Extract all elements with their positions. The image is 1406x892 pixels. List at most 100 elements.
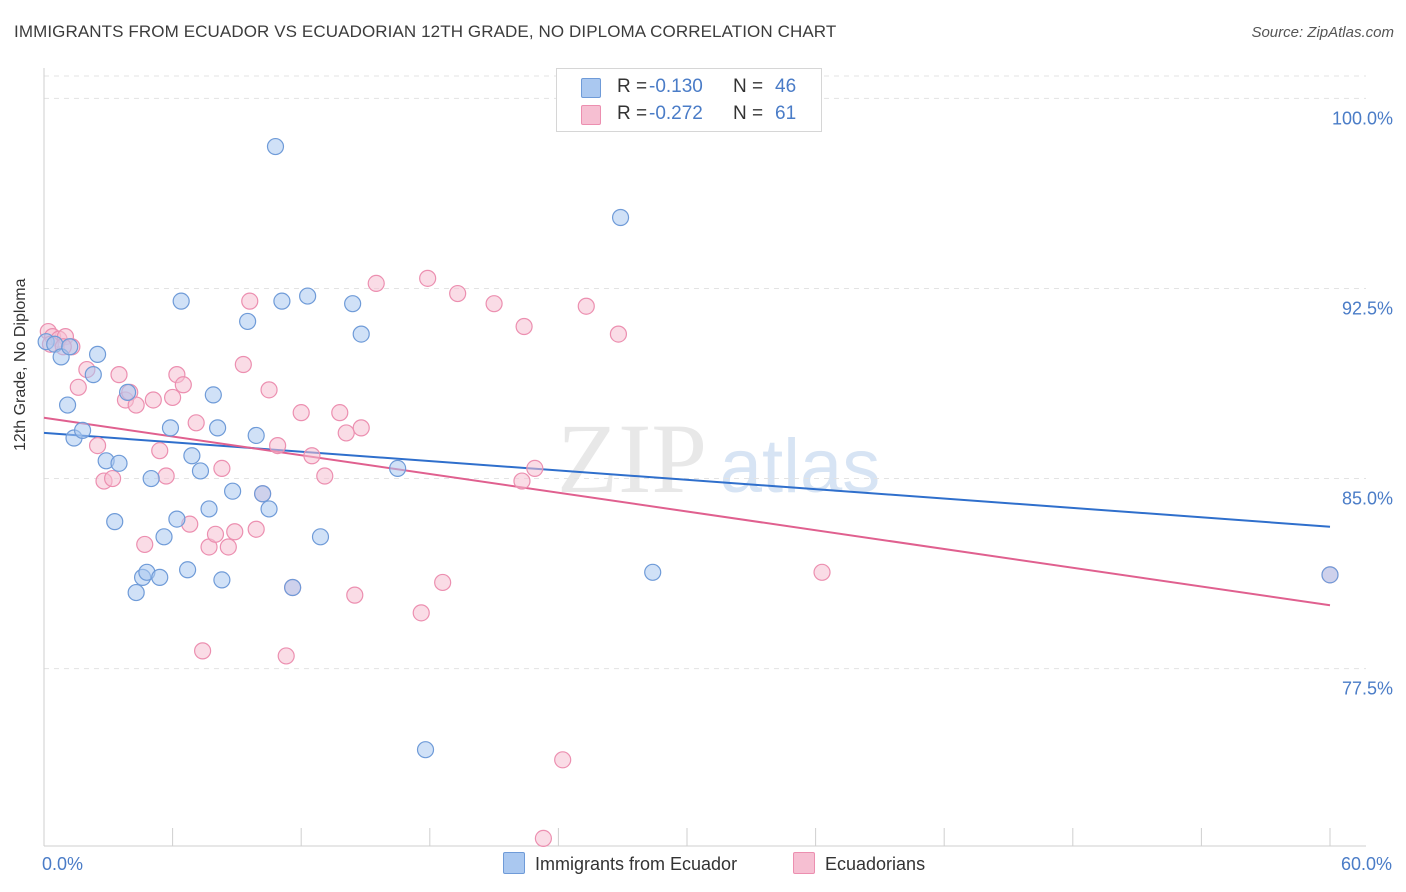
point-immigrants: [73, 421, 92, 439]
y-tick-label: 100.0%: [1332, 108, 1393, 128]
point-ecuadorians: [346, 586, 364, 604]
point-immigrants: [127, 583, 145, 602]
point-ecuadorians: [554, 751, 572, 769]
point-immigrants: [151, 568, 169, 586]
point-immigrants: [284, 578, 302, 597]
point-immigrants: [155, 528, 173, 546]
n-label: N =: [733, 103, 764, 124]
chart-title: IMMIGRANTS FROM ECUADOR VS ECUADORIAN 12…: [14, 22, 837, 41]
point-immigrants: [191, 462, 210, 480]
point-immigrants: [311, 528, 330, 546]
point-immigrants: [183, 447, 201, 465]
point-immigrants: [209, 419, 227, 437]
legend-label: Ecuadorians: [825, 854, 926, 874]
point-immigrants: [352, 325, 370, 343]
point-ecuadorians: [577, 297, 595, 315]
point-ecuadorians: [485, 295, 503, 313]
x-tick-label: 0.0%: [42, 854, 83, 874]
axes: [43, 68, 1366, 847]
tick-labels: 100.0% 92.5% 85.0% 77.5% 0.0% 60.0%: [42, 108, 1393, 874]
point-ecuadorians: [534, 829, 552, 847]
legend-label: Immigrants from Ecuador: [535, 854, 738, 874]
point-ecuadorians: [174, 376, 192, 394]
legend-swatch-pink: [793, 852, 815, 874]
point-immigrants: [299, 287, 317, 305]
data-points: [37, 137, 1339, 847]
r-label: R =: [617, 103, 648, 124]
point-ecuadorians: [303, 447, 321, 465]
point-immigrants: [58, 396, 77, 414]
point-ecuadorians: [269, 436, 287, 455]
point-immigrants: [247, 426, 265, 445]
point-immigrants: [172, 292, 190, 310]
x-tick-label: 60.0%: [1341, 854, 1392, 874]
point-immigrants: [142, 469, 160, 488]
point-ecuadorians: [194, 642, 212, 660]
point-ecuadorians: [337, 424, 355, 442]
point-ecuadorians: [419, 269, 437, 287]
point-ecuadorians: [164, 388, 182, 407]
legend-swatch-blue: [581, 78, 601, 98]
point-ecuadorians: [187, 414, 205, 432]
point-immigrants: [61, 338, 79, 356]
point-immigrants: [168, 510, 186, 528]
point-immigrants: [213, 571, 231, 589]
point-ecuadorians: [412, 604, 430, 622]
watermark-zip: ZIP: [557, 403, 707, 514]
y-tick-label: 85.0%: [1342, 489, 1393, 509]
point-immigrants: [1321, 566, 1339, 584]
point-ecuadorians: [367, 274, 385, 293]
point-immigrants: [224, 482, 242, 500]
point-ecuadorians: [609, 325, 628, 343]
point-immigrants: [266, 137, 285, 156]
point-ecuadorians: [316, 467, 334, 485]
point-immigrants: [260, 500, 278, 518]
y-tick-label: 92.5%: [1342, 298, 1393, 318]
point-immigrants: [611, 208, 630, 227]
point-immigrants: [204, 386, 222, 404]
point-ecuadorians: [515, 317, 533, 336]
point-immigrants: [644, 563, 662, 581]
y-tick-label: 77.5%: [1342, 679, 1393, 699]
point-ecuadorians: [277, 647, 295, 665]
r-label: R =: [617, 76, 648, 97]
point-ecuadorians: [226, 523, 244, 541]
source-attribution: Source: ZipAtlas.com: [1251, 24, 1394, 41]
point-ecuadorians: [526, 459, 544, 478]
point-ecuadorians: [434, 573, 452, 592]
n-value: 46: [775, 76, 797, 97]
point-immigrants: [273, 292, 291, 310]
point-immigrants: [88, 345, 107, 363]
point-ecuadorians: [234, 355, 252, 374]
point-immigrants: [106, 513, 124, 531]
watermark-atlas: atlas: [720, 424, 881, 509]
legend-swatch-blue: [503, 852, 525, 874]
point-ecuadorians: [151, 442, 169, 460]
legend-swatch-pink: [581, 105, 601, 125]
point-ecuadorians: [88, 436, 107, 455]
point-ecuadorians: [69, 378, 87, 396]
point-immigrants: [179, 561, 197, 579]
point-ecuadorians: [260, 381, 278, 399]
point-ecuadorians: [136, 535, 154, 554]
point-ecuadorians: [157, 467, 175, 485]
point-ecuadorians: [331, 404, 349, 422]
point-immigrants: [84, 366, 102, 384]
point-immigrants: [416, 741, 435, 759]
point-ecuadorians: [513, 472, 531, 490]
point-ecuadorians: [206, 525, 225, 543]
point-immigrants: [389, 459, 407, 478]
r-value: -0.130: [649, 76, 703, 97]
point-ecuadorians: [813, 563, 831, 581]
point-ecuadorians: [213, 459, 231, 478]
legend-item-ecuadorians: Ecuadorians: [793, 852, 925, 875]
point-ecuadorians: [292, 404, 310, 422]
point-immigrants: [344, 295, 362, 313]
point-immigrants: [239, 312, 257, 331]
point-immigrants: [161, 419, 180, 437]
legend-item-immigrants: Immigrants from Ecuador: [503, 852, 737, 875]
n-label: N =: [733, 76, 764, 97]
point-immigrants: [118, 383, 137, 401]
trend-lines: [43, 416, 1331, 607]
